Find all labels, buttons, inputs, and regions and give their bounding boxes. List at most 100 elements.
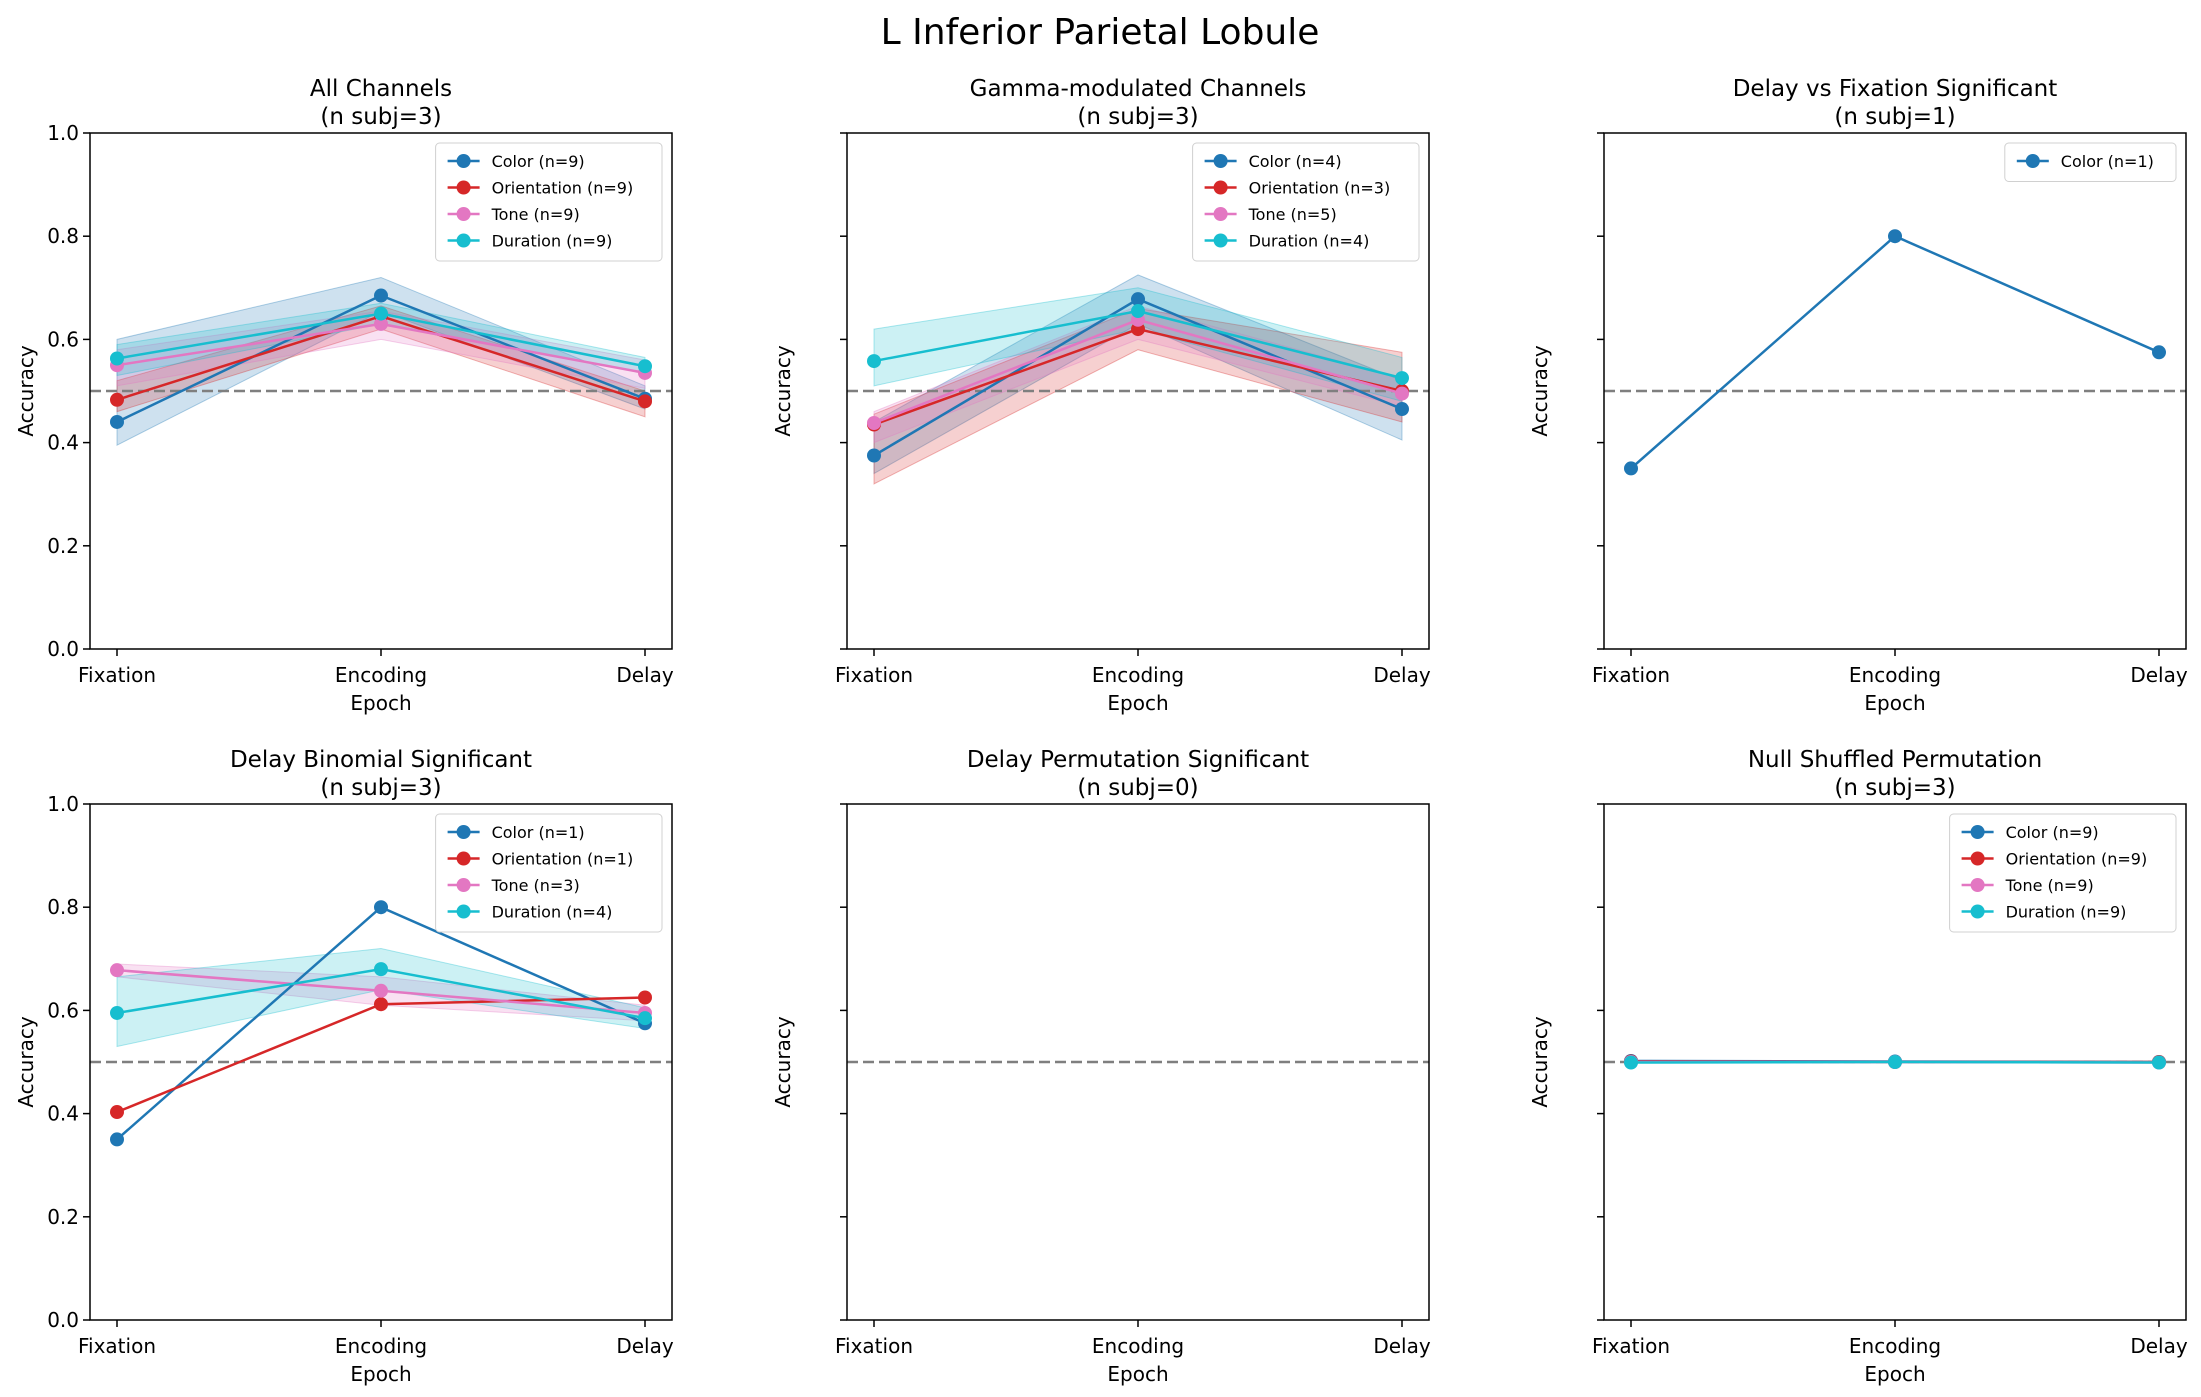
data-point-duration [1888, 1055, 1902, 1069]
data-point-color [1624, 461, 1638, 476]
y-tick-label: 0.6 [47, 327, 79, 351]
data-point-duration [110, 1005, 124, 1020]
x-tick-label: Fixation [1592, 663, 1670, 687]
y-axis-label: Accuracy [771, 1016, 795, 1107]
data-point-color [374, 900, 388, 915]
x-axis-label: Epoch [1864, 691, 1925, 715]
data-point-duration [867, 354, 881, 369]
x-tick-label: Delay [2130, 663, 2188, 687]
legend-entry: Color (n=9) [2006, 823, 2099, 842]
x-tick-label: Fixation [835, 663, 913, 687]
legend-entry: Duration (n=9) [492, 232, 613, 251]
legend-entry: Duration (n=4) [492, 903, 613, 922]
data-point-duration [1624, 1055, 1638, 1070]
chart-panel-6: Null Shuffled Permutation(n subj=3) Fixat… [1528, 747, 2188, 1386]
legend-entry: Duration (n=9) [2006, 903, 2127, 922]
y-tick-label: 0.6 [47, 998, 79, 1022]
data-point-color [1131, 292, 1145, 307]
x-axis-label: Epoch [1864, 1362, 1925, 1386]
panel-subtitle: (n subj=3) [1834, 775, 1955, 801]
legend-marker [1970, 851, 1985, 866]
figure-suptitle: L Inferior Parietal Lobule [881, 12, 1320, 53]
panel-title: Delay Permutation Significant [967, 747, 1309, 773]
x-tick-label: Delay [2130, 1334, 2188, 1358]
x-tick-label: Encoding [1092, 663, 1184, 687]
legend: Color (n=9) Orientation (n=9) Tone (n=9) Du… [1949, 813, 2177, 933]
y-tick-label: 0.4 [47, 431, 79, 455]
y-axis-label: Accuracy [1528, 1016, 1552, 1107]
chart-panel-4: Delay Binomial Significant(n subj=3) 0.0 0… [14, 747, 674, 1386]
legend-box [435, 142, 663, 262]
legend-entry: Duration (n=4) [1249, 232, 1370, 251]
legend-marker [1970, 904, 1985, 919]
data-point-tone [374, 983, 388, 998]
legend-entry: Orientation (n=9) [492, 179, 634, 198]
data-point-orientation [110, 1105, 124, 1120]
legend-marker [1213, 207, 1228, 221]
panel-subtitle: (n subj=3) [320, 104, 441, 130]
chart-panel-2: Gamma-modulated Channels(n subj=3) Fixati… [771, 76, 1431, 715]
legend: Color (n=9) Orientation (n=9) Tone (n=9) Du… [435, 142, 663, 262]
panel-subtitle: (n subj=1) [1834, 104, 1955, 130]
legend-entry: Color (n=9) [492, 152, 585, 171]
x-axis-label: Epoch [1107, 691, 1168, 715]
chart-panel-5: Delay Permutation Significant(n subj=0) F… [771, 747, 1431, 1386]
data-point-duration [2152, 1055, 2166, 1070]
data-point-duration [1395, 371, 1409, 386]
legend-marker [1213, 154, 1228, 168]
legend-entry: Color (n=4) [1249, 152, 1342, 171]
y-tick-label: 1.0 [47, 792, 79, 816]
data-point-duration [374, 306, 388, 321]
x-tick-label: Delay [1373, 1334, 1431, 1358]
legend-entry: Tone (n=9) [2005, 876, 2094, 895]
y-axis-label: Accuracy [771, 345, 795, 436]
panel-title: Null Shuffled Permutation [1748, 747, 2042, 773]
legend-entry: Color (n=1) [492, 823, 585, 842]
legend-box [1949, 813, 2177, 933]
legend-marker [456, 180, 471, 195]
x-tick-label: Fixation [1592, 1334, 1670, 1358]
y-tick-label: 1.0 [47, 121, 79, 145]
legend-marker [456, 825, 471, 839]
panel-title: Delay vs Fixation Significant [1733, 76, 2058, 102]
band-color [116, 276, 646, 446]
x-tick-label: Delay [616, 1334, 674, 1358]
y-tick-label: 0.0 [47, 637, 79, 661]
panels: All Channels(n subj=3)0.00.20.40.60.81.0… [14, 76, 2188, 1386]
data-point-tone [1395, 386, 1409, 401]
data-point-duration [638, 359, 652, 374]
legend-box [435, 813, 663, 933]
data-point-color [867, 448, 881, 463]
legend-entry: Tone (n=3) [491, 876, 580, 895]
legend-marker [456, 851, 471, 866]
panel-title: Gamma-modulated Channels [970, 76, 1307, 102]
axes-frame [846, 803, 1430, 1321]
panel-subtitle: (n subj=3) [1077, 104, 1198, 130]
x-tick-label: Fixation [78, 663, 156, 687]
axes-frame [1603, 132, 2187, 650]
legend-box [2004, 142, 2177, 182]
x-tick-label: Encoding [335, 1334, 427, 1358]
panel-title: Delay Binomial Significant [230, 747, 532, 773]
x-axis-label: Epoch [1107, 1362, 1168, 1386]
x-tick-label: Fixation [78, 1334, 156, 1358]
legend-marker [456, 904, 471, 919]
data-point-orientation [638, 990, 652, 1005]
chart-panel-1: All Channels(n subj=3) 0.0 0.2 0.4 0.6 0.8 1.0… [14, 76, 674, 715]
legend-marker [1970, 878, 1985, 892]
y-axis-label: Accuracy [1528, 345, 1552, 436]
legend-marker [1213, 233, 1228, 248]
x-tick-label: Encoding [1849, 1334, 1941, 1358]
y-tick-label: 0.0 [47, 1308, 79, 1332]
data-point-orientation [638, 394, 652, 409]
legend-box [1192, 142, 1420, 262]
x-axis-label: Epoch [350, 691, 411, 715]
legend-marker [456, 154, 471, 168]
data-point-color [110, 1132, 124, 1147]
panel-subtitle: (n subj=3) [320, 775, 441, 801]
legend-marker [456, 207, 471, 221]
y-axis-label: Accuracy [14, 1016, 38, 1107]
y-tick-label: 0.2 [47, 534, 79, 558]
legend-marker [1213, 180, 1228, 195]
